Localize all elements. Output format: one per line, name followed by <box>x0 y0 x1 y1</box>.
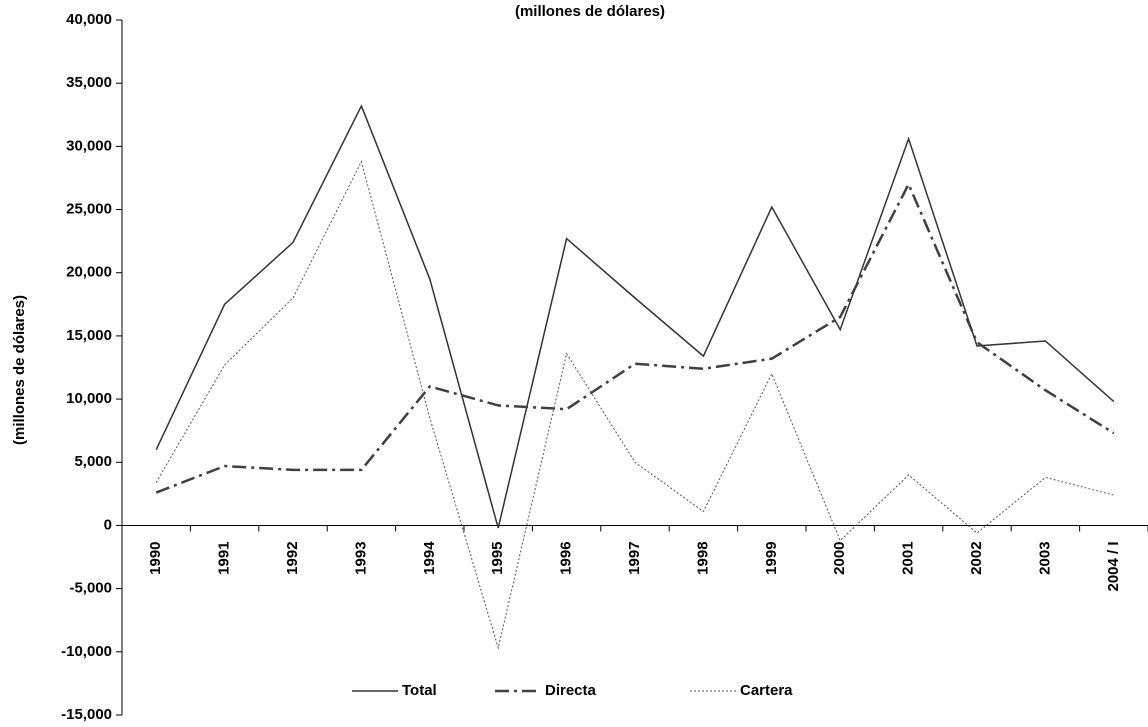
x-tick-label: 1998 <box>694 541 711 574</box>
legend-label: Cartera <box>740 682 793 699</box>
y-tick-label: 0 <box>104 516 112 533</box>
y-tick-label: 25,000 <box>66 201 112 218</box>
x-tick-label: 2003 <box>1036 541 1053 574</box>
y-tick-label: 5,000 <box>74 453 112 470</box>
x-tick-label: 2001 <box>900 541 917 574</box>
x-tick-label: 2004 / I <box>1105 541 1122 591</box>
x-tick-label: 1997 <box>626 541 643 574</box>
y-tick-label: 35,000 <box>66 74 112 91</box>
series-line <box>155 160 1114 650</box>
x-tick-label: 1999 <box>763 541 780 574</box>
y-tick-label: 20,000 <box>66 264 112 281</box>
y-tick-label: 10,000 <box>66 390 112 407</box>
series-line <box>155 181 1115 494</box>
y-tick-label: 15,000 <box>66 327 112 344</box>
y-tick-label: -10,000 <box>61 643 112 660</box>
legend-label: Total <box>402 682 437 699</box>
x-tick-label: 1991 <box>216 541 233 574</box>
x-tick-label: 1995 <box>489 541 506 574</box>
y-tick-label: 30,000 <box>66 137 112 154</box>
x-tick-label: 1992 <box>284 541 301 574</box>
x-tick-label: 1993 <box>352 541 369 574</box>
x-tick-label: 2002 <box>968 541 985 574</box>
series-line <box>155 104 1115 529</box>
y-tick-label: -15,000 <box>61 706 112 723</box>
x-tick-label: 1990 <box>147 541 164 574</box>
x-tick-label: 2000 <box>831 541 848 574</box>
chart-title: (millones de dólares) <box>515 3 665 20</box>
y-tick-label: -5,000 <box>69 580 112 597</box>
x-tick-label: 1994 <box>421 541 438 575</box>
legend-label: Directa <box>545 682 597 699</box>
y-axis-label: (millones de dólares) <box>11 295 28 445</box>
y-tick-label: 40,000 <box>66 11 112 28</box>
x-tick-label: 1996 <box>558 541 575 574</box>
